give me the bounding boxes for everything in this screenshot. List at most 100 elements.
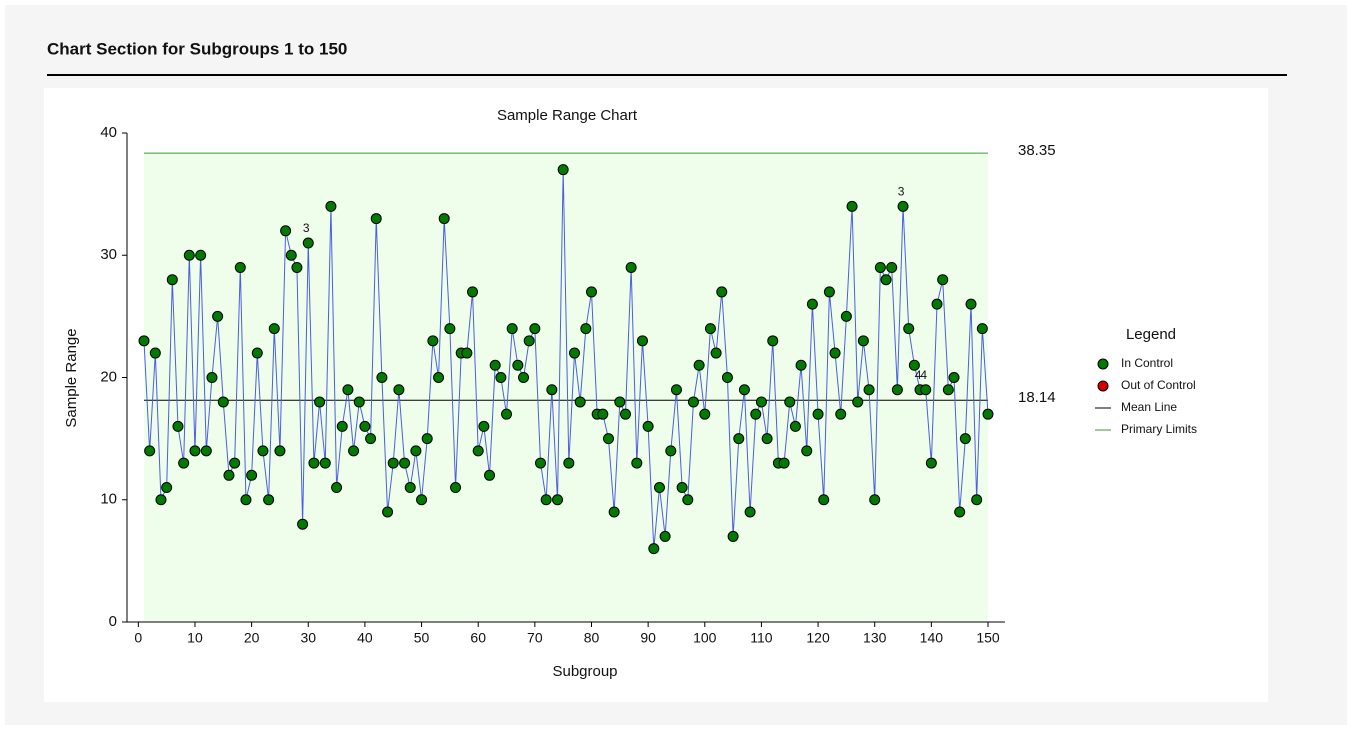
point xyxy=(189,445,201,457)
point xyxy=(574,396,586,408)
point xyxy=(659,530,671,542)
point xyxy=(829,347,841,359)
point xyxy=(925,457,937,469)
point xyxy=(733,433,745,445)
legend-label: Primary Limits xyxy=(1121,422,1197,436)
point xyxy=(495,372,507,383)
point xyxy=(518,372,530,383)
point xyxy=(636,335,648,347)
y-tick-label: 10 xyxy=(100,491,117,508)
point xyxy=(755,396,767,408)
point xyxy=(280,225,292,237)
y-tick-label: 30 xyxy=(100,246,117,263)
point xyxy=(365,433,377,445)
y-axis-label: Sample Range xyxy=(63,328,80,427)
point xyxy=(353,396,365,408)
point xyxy=(450,482,462,494)
point xyxy=(784,396,796,408)
point xyxy=(840,310,852,322)
point xyxy=(433,372,445,383)
point xyxy=(699,408,711,420)
point xyxy=(240,494,252,506)
point xyxy=(597,408,609,420)
x-tick-label: 130 xyxy=(863,630,887,646)
point xyxy=(172,420,184,432)
point xyxy=(297,518,309,530)
point xyxy=(291,261,303,273)
point xyxy=(410,445,422,457)
point xyxy=(552,494,564,506)
point xyxy=(387,457,399,469)
point xyxy=(648,543,660,555)
point xyxy=(727,530,739,542)
point xyxy=(903,323,915,335)
point xyxy=(891,384,903,396)
point xyxy=(246,469,258,481)
point xyxy=(268,323,280,335)
x-tick-label: 140 xyxy=(920,630,944,646)
point xyxy=(954,506,966,518)
point xyxy=(642,420,654,432)
point xyxy=(704,323,716,335)
point xyxy=(325,200,337,212)
point xyxy=(438,213,450,225)
x-tick-label: 10 xyxy=(187,630,203,646)
point xyxy=(274,445,286,457)
point xyxy=(308,457,320,469)
point xyxy=(942,384,954,396)
point xyxy=(512,359,524,371)
point xyxy=(619,408,631,420)
point xyxy=(314,396,326,408)
point xyxy=(716,286,728,298)
point xyxy=(835,408,847,420)
point xyxy=(263,494,275,506)
legend-marker xyxy=(1097,380,1109,392)
point xyxy=(710,347,722,359)
point xyxy=(416,494,428,506)
x-tick-label: 60 xyxy=(470,630,486,646)
point xyxy=(880,274,892,286)
point xyxy=(444,323,456,335)
point xyxy=(676,482,688,494)
point xyxy=(302,237,314,249)
point xyxy=(257,445,269,457)
point xyxy=(370,213,382,225)
point xyxy=(183,249,195,261)
point-annotation: 3 xyxy=(898,185,905,199)
point xyxy=(535,457,547,469)
point xyxy=(682,494,694,506)
point xyxy=(331,482,343,494)
point xyxy=(472,445,484,457)
section-title: Chart Section for Subgroups 1 to 150 xyxy=(47,39,347,58)
point xyxy=(982,408,994,420)
point xyxy=(404,482,416,494)
point xyxy=(336,420,348,432)
point xyxy=(965,298,977,310)
point xyxy=(195,249,207,261)
point xyxy=(251,347,263,359)
x-tick-label: 80 xyxy=(584,630,600,646)
point xyxy=(144,445,156,457)
point xyxy=(467,286,479,298)
x-tick-label: 110 xyxy=(750,630,773,646)
point xyxy=(178,457,190,469)
point xyxy=(931,298,943,310)
point xyxy=(523,335,535,347)
point xyxy=(546,384,558,396)
point xyxy=(920,384,932,396)
x-tick-label: 40 xyxy=(357,630,373,646)
reference-label: 18.14 xyxy=(1018,389,1056,406)
point xyxy=(869,494,881,506)
x-tick-label: 100 xyxy=(693,630,717,646)
point xyxy=(846,200,858,212)
point xyxy=(478,420,490,432)
point xyxy=(234,261,246,273)
reference-label: 38.35 xyxy=(1018,142,1056,159)
point xyxy=(359,420,371,432)
point xyxy=(540,494,552,506)
point xyxy=(138,335,150,347)
point xyxy=(625,261,637,273)
x-tick-label: 50 xyxy=(414,630,430,646)
x-axis-label: Subgroup xyxy=(552,663,617,680)
point xyxy=(376,372,388,383)
